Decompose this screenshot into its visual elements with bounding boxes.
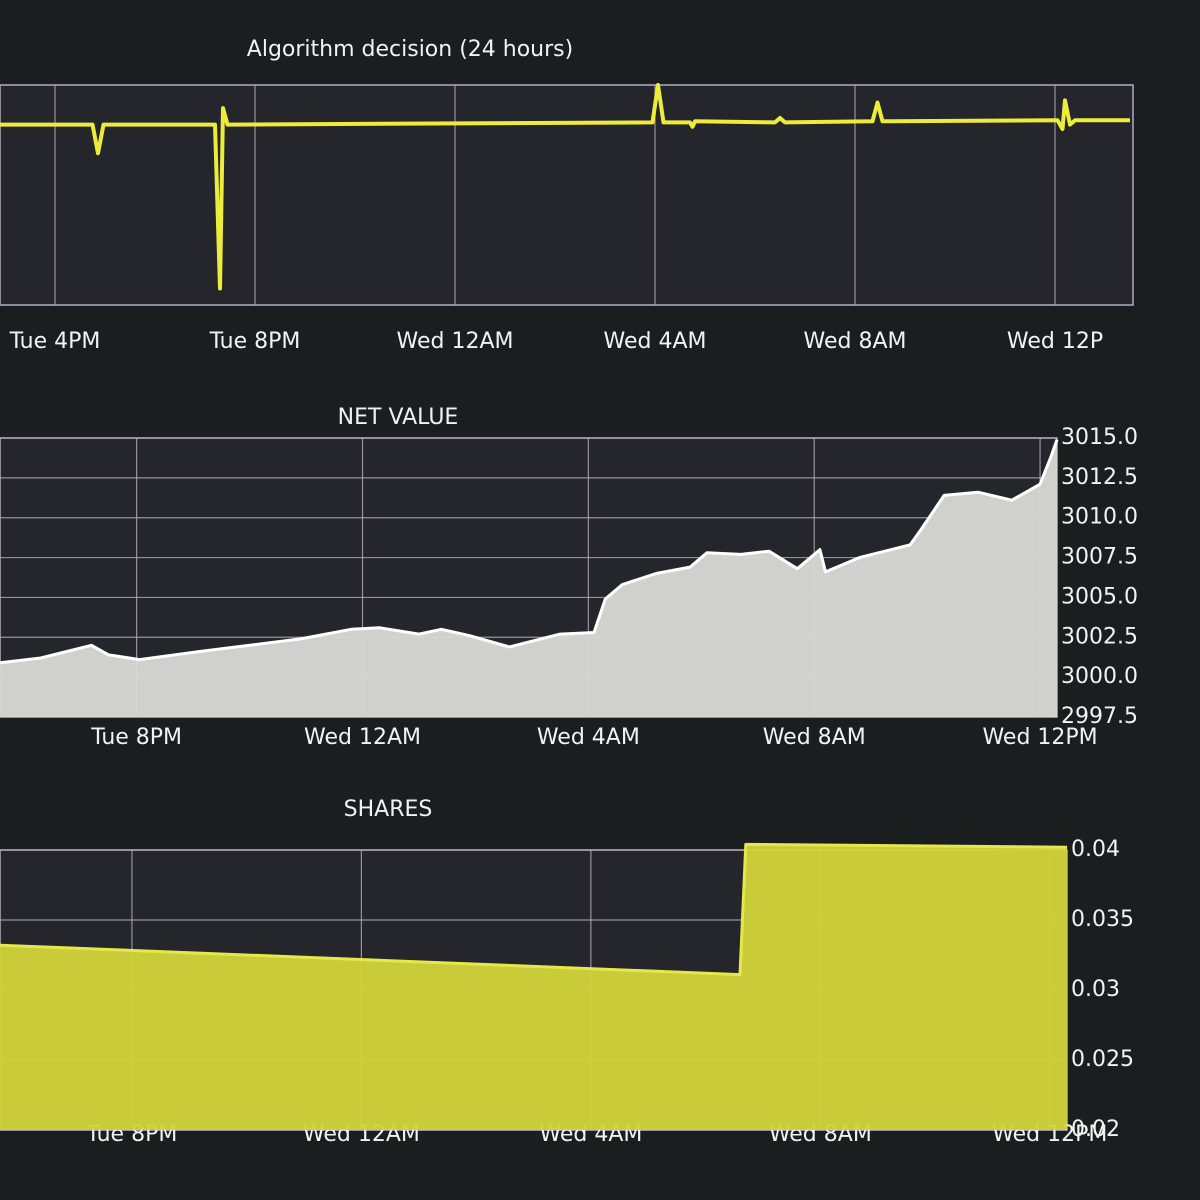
y-tick-label: 3015.0: [1061, 425, 1138, 450]
data-line: [0, 83, 1130, 291]
x-tick-label: Wed 4AM: [604, 329, 707, 354]
plot-area: [0, 84, 1134, 306]
y-tick-label: 3007.5: [1061, 545, 1138, 570]
y-tick-label: 0.02: [1071, 1117, 1120, 1142]
y-tick-label: 3010.0: [1061, 505, 1138, 530]
y-tick-label: 3000.0: [1061, 664, 1138, 689]
x-tick-label: Tue 8PM: [90, 725, 182, 750]
x-tick-label: Wed 8AM: [763, 725, 866, 750]
data-area: [0, 844, 1067, 1130]
data-area: [0, 439, 1057, 717]
chart-title: Algorithm decision (24 hours): [247, 37, 573, 62]
x-tick-label: Wed 12PM: [982, 725, 1097, 750]
y-tick-label: 0.03: [1071, 977, 1120, 1002]
x-tick-label: Wed 12P: [1007, 329, 1103, 354]
x-tick-label: Tue 4PM: [9, 329, 101, 354]
y-tick-label: 2997.5: [1061, 704, 1138, 729]
y-tick-label: 0.04: [1071, 837, 1120, 862]
x-tick-label: Tue 8PM: [209, 329, 301, 354]
chart-title: NET VALUE: [338, 405, 459, 430]
data-line: [0, 439, 1059, 665]
y-tick-label: 3002.5: [1061, 624, 1138, 649]
x-tick-label: Wed 12AM: [304, 725, 421, 750]
y-tick-label: 3005.0: [1061, 584, 1138, 609]
x-tick-label: Wed 8AM: [804, 329, 907, 354]
y-tick-label: 3012.5: [1061, 465, 1138, 490]
x-tick-label: Wed 4AM: [537, 725, 640, 750]
y-tick-label: 0.025: [1071, 1047, 1134, 1072]
y-tick-label: 0.035: [1071, 907, 1134, 932]
data-line: [0, 842, 1068, 977]
chart-title: SHARES: [344, 797, 433, 822]
x-tick-label: Wed 12AM: [397, 329, 514, 354]
